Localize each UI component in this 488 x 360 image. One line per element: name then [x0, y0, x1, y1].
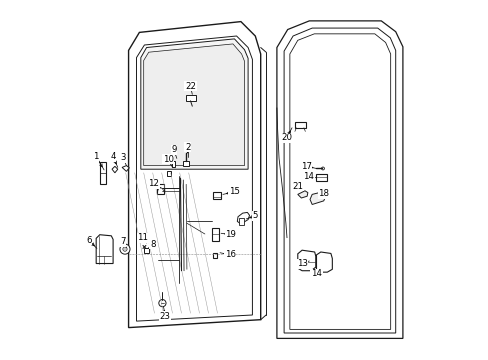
Text: 7: 7 — [120, 238, 125, 246]
Circle shape — [122, 247, 127, 251]
Text: 4: 4 — [110, 152, 116, 161]
Polygon shape — [289, 34, 390, 329]
Bar — [183, 161, 189, 166]
Polygon shape — [122, 166, 129, 171]
Polygon shape — [297, 191, 307, 198]
Circle shape — [321, 167, 324, 170]
Circle shape — [159, 300, 166, 307]
Text: 23: 23 — [160, 311, 170, 320]
Text: 8: 8 — [150, 240, 155, 248]
Bar — [212, 253, 217, 258]
Text: 10: 10 — [163, 154, 173, 163]
Polygon shape — [237, 212, 249, 224]
Bar — [157, 184, 163, 194]
Bar — [239, 218, 244, 225]
Polygon shape — [276, 21, 402, 338]
Bar — [171, 161, 175, 167]
Bar — [294, 122, 305, 128]
Circle shape — [120, 244, 130, 254]
Polygon shape — [96, 235, 113, 264]
Bar — [100, 162, 105, 184]
Text: 21: 21 — [292, 182, 303, 191]
Text: 22: 22 — [184, 82, 196, 91]
Text: 12: 12 — [148, 179, 159, 188]
Polygon shape — [136, 36, 252, 321]
Polygon shape — [309, 192, 325, 204]
Text: 3: 3 — [120, 153, 125, 162]
Polygon shape — [128, 22, 260, 328]
Text: 6: 6 — [86, 236, 92, 245]
Text: 15: 15 — [228, 187, 240, 197]
Text: 13: 13 — [296, 259, 307, 268]
Polygon shape — [316, 252, 332, 272]
Text: 2: 2 — [184, 143, 190, 152]
Bar — [186, 95, 195, 101]
Bar — [212, 228, 219, 241]
Text: 14: 14 — [310, 269, 321, 278]
Polygon shape — [143, 44, 244, 166]
Text: 5: 5 — [252, 211, 258, 220]
Polygon shape — [284, 28, 395, 333]
Text: 18: 18 — [318, 189, 328, 198]
Bar — [212, 192, 220, 199]
Bar — [167, 171, 171, 176]
Bar — [316, 174, 326, 181]
Bar — [143, 248, 149, 253]
Text: 17: 17 — [300, 162, 311, 171]
Text: 1: 1 — [93, 152, 99, 161]
Text: 19: 19 — [225, 230, 236, 239]
Text: 14: 14 — [303, 172, 313, 181]
Text: 20: 20 — [281, 133, 292, 142]
Text: 9: 9 — [171, 145, 176, 154]
Text: 11: 11 — [137, 233, 148, 242]
Polygon shape — [141, 39, 247, 169]
Polygon shape — [297, 250, 315, 271]
Polygon shape — [112, 166, 118, 173]
Text: 16: 16 — [224, 251, 235, 259]
